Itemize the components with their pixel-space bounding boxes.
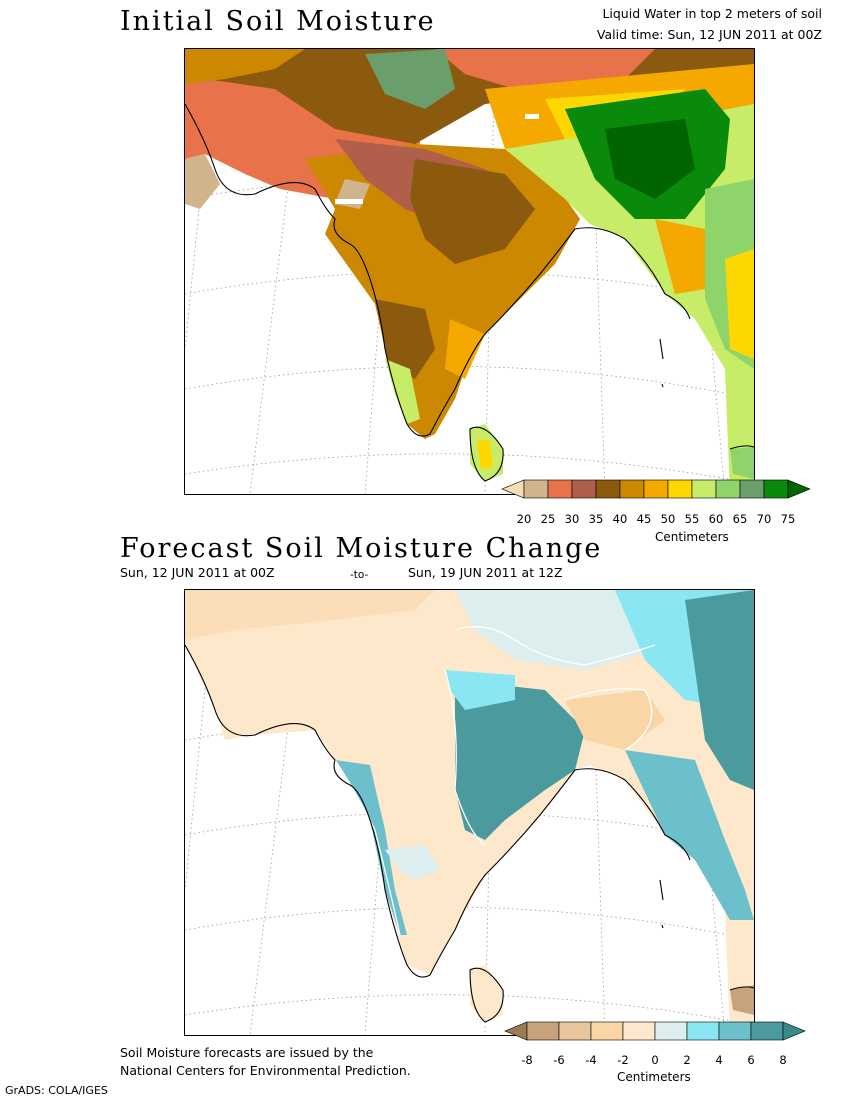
colorbar-tick-label: 40 (612, 512, 628, 526)
colorbar-swatch (715, 479, 741, 499)
colorbar-tick-label: 20 (516, 512, 532, 526)
colorbar-max-arrow (782, 1021, 806, 1041)
bottom-map-land (185, 590, 754, 1035)
colorbar-tick-label: -2 (617, 1053, 629, 1067)
footer-note-line-2: National Centers for Environmental Predi… (120, 1063, 411, 1078)
bottom-map-zero-contour (334, 626, 656, 936)
colorbar-swatch (667, 479, 693, 499)
bottom-colorbar (504, 1021, 808, 1056)
bottom-colorbar-units: Centimeters (617, 1070, 691, 1084)
colorbar-tick-label: 25 (540, 512, 556, 526)
top-colorbar (501, 479, 814, 514)
colorbar-swatch (547, 479, 573, 499)
colorbar-swatch (686, 1021, 720, 1041)
colorbar-swatch (763, 479, 789, 499)
colorbar-swatch (523, 479, 549, 499)
colorbar-swatch (622, 1021, 656, 1041)
bottom-map-title: Forecast Soil Moisture Change (120, 533, 603, 564)
colorbar-swatch (595, 479, 621, 499)
bottom-colorbar-swatches (504, 1021, 806, 1041)
colorbar-max-arrow (787, 479, 811, 499)
forecast-soil-moisture-change-map (184, 589, 755, 1036)
top-map-subtitle-valid-time: Valid time: Sun, 12 JUN 2011 at 00Z (596, 27, 822, 42)
initial-soil-moisture-map (184, 48, 755, 495)
colorbar-tick-label: 6 (747, 1053, 755, 1067)
colorbar-swatch (590, 1021, 624, 1041)
colorbar-swatch (739, 479, 765, 499)
colorbar-swatch (619, 479, 645, 499)
colorbar-tick-label: 75 (780, 512, 796, 526)
colorbar-tick-label: 8 (779, 1053, 787, 1067)
colorbar-swatch (643, 479, 669, 499)
colorbar-tick-label: 65 (732, 512, 748, 526)
colorbar-swatch (750, 1021, 784, 1041)
colorbar-swatch (718, 1021, 752, 1041)
colorbar-swatch (558, 1021, 592, 1041)
colorbar-min-arrow (504, 1021, 528, 1041)
top-map-title: Initial Soil Moisture (120, 6, 436, 37)
colorbar-tick-label: 35 (588, 512, 604, 526)
colorbar-swatch (691, 479, 717, 499)
top-map-coastline (185, 103, 754, 482)
colorbar-tick-label: -4 (585, 1053, 597, 1067)
forecast-period-end: Sun, 19 JUN 2011 at 12Z (408, 565, 563, 580)
footer-note-line-1: Soil Moisture forecasts are issued by th… (120, 1045, 374, 1060)
colorbar-tick-label: 0 (651, 1053, 659, 1067)
top-colorbar-units: Centimeters (655, 530, 729, 544)
colorbar-min-arrow (501, 479, 525, 499)
forecast-period-start: Sun, 12 JUN 2011 at 00Z (120, 565, 275, 580)
colorbar-tick-label: -8 (521, 1053, 533, 1067)
colorbar-tick-label: 4 (715, 1053, 723, 1067)
colorbar-tick-label: 2 (683, 1053, 691, 1067)
bottom-map-coastline (185, 644, 754, 1023)
colorbar-swatch (654, 1021, 688, 1041)
colorbar-tick-label: 30 (564, 512, 580, 526)
colorbar-swatch (571, 479, 597, 499)
colorbar-swatch (526, 1021, 560, 1041)
colorbar-tick-label: 55 (684, 512, 700, 526)
colorbar-tick-label: 45 (636, 512, 652, 526)
initial-soil-moisture-map-canvas (185, 49, 754, 494)
top-colorbar-swatches (501, 479, 811, 499)
grads-credit: GrADS: COLA/IGES (5, 1084, 108, 1097)
forecast-soil-moisture-change-map-canvas (185, 590, 754, 1035)
colorbar-tick-label: 50 (660, 512, 676, 526)
colorbar-tick-label: 70 (756, 512, 772, 526)
colorbar-tick-label: -6 (553, 1053, 565, 1067)
colorbar-tick-label: 60 (708, 512, 724, 526)
top-map-land (185, 49, 754, 494)
top-map-subtitle-variable: Liquid Water in top 2 meters of soil (602, 6, 822, 21)
forecast-period-separator: -to- (350, 569, 369, 581)
